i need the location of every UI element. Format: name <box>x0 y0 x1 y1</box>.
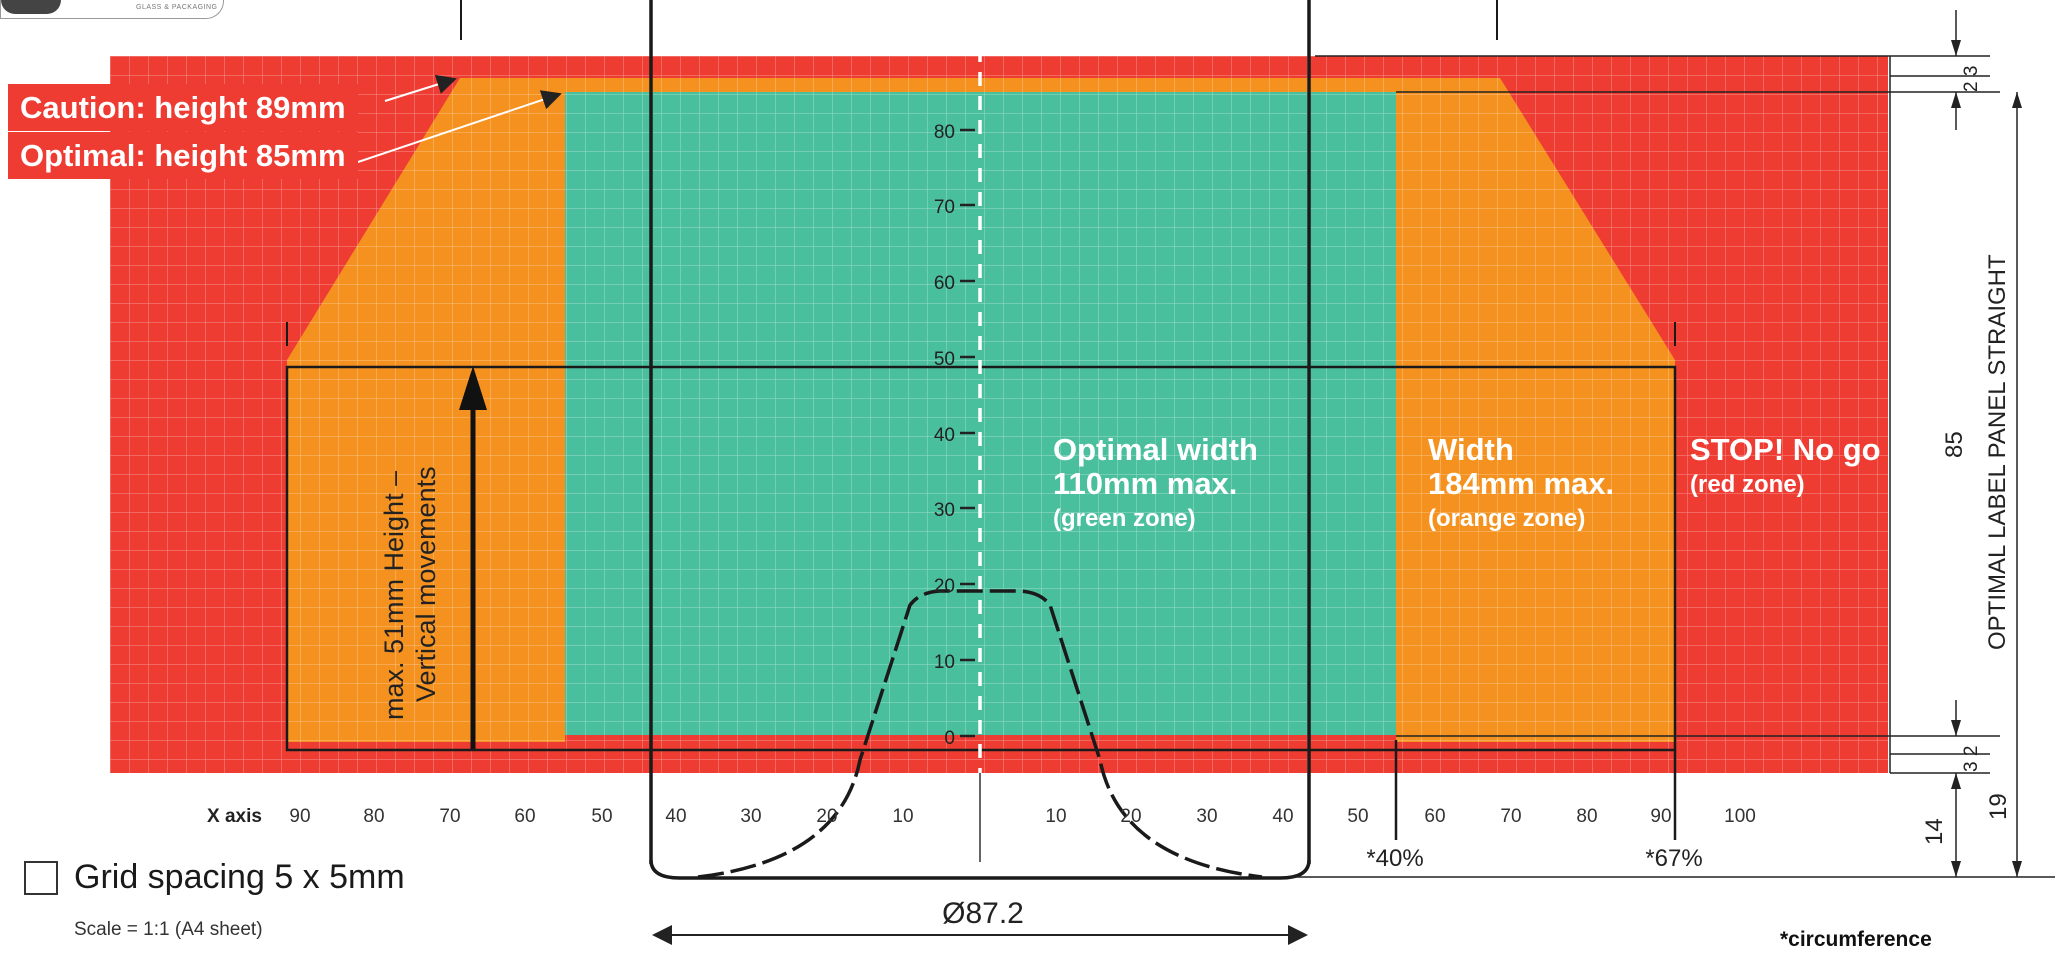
diameter-label: Ø87.2 <box>942 897 1024 930</box>
dim-arrow <box>1951 92 1961 108</box>
y-tick-label: 30 <box>934 500 955 521</box>
y-axis: 80 70 60 50 40 30 20 10 0 <box>934 122 975 749</box>
x-tick-label: 10 <box>892 806 913 827</box>
optimal-banner: Optimal: height 85mm <box>8 132 358 179</box>
bottle-profile <box>697 589 1263 879</box>
orange-zone-width: 184mm max. <box>1428 466 1614 501</box>
dim-arrow <box>2012 92 2022 108</box>
vertical-note-line1: max. 51mm Height – <box>379 471 409 720</box>
x-tick-label: 30 <box>1196 806 1217 827</box>
x-tick-label: 50 <box>1347 806 1368 827</box>
red-zone-caption: (red zone) <box>1690 471 1805 498</box>
x-tick-label: 20 <box>816 806 837 827</box>
dim-2-3: 2 3 <box>1961 66 1982 92</box>
x-tick-label: 20 <box>1120 806 1141 827</box>
dim-14: 14 <box>1921 818 1948 845</box>
x-tick-label: 60 <box>1424 806 1445 827</box>
orange-zone-caption: (orange zone) <box>1428 505 1585 532</box>
x-tick-label: 100 <box>1724 806 1756 827</box>
dim-arrow <box>1951 861 1961 877</box>
marker-40-label: *40% <box>1366 845 1423 872</box>
vertical-arrow-head <box>459 366 487 410</box>
x-tick-label: 40 <box>1272 806 1293 827</box>
panel-label: OPTIMAL LABEL PANEL STRAIGHT <box>1984 254 2011 650</box>
dim-arrow <box>1951 773 1961 789</box>
y-tick-label: 0 <box>944 728 955 749</box>
dim-arrow <box>2012 861 2022 877</box>
vertical-note: max. 51mm Height – Vertical movements <box>379 466 441 720</box>
optimal-pointer <box>357 90 562 163</box>
y-tick-label: 50 <box>934 349 955 370</box>
x-tick-label: 80 <box>1576 806 1597 827</box>
x-tick-label: 30 <box>740 806 761 827</box>
scale-caption: Scale = 1:1 (A4 sheet) <box>74 919 263 940</box>
x-tick-label: 10 <box>1045 806 1066 827</box>
caution-pointer <box>384 74 457 102</box>
x-tick-label: 80 <box>363 806 384 827</box>
marker-67-label: *67% <box>1645 845 1702 872</box>
dim-3-2: 3 2 <box>1961 746 1982 772</box>
grid-legend-label: Grid spacing 5 x 5mm <box>74 858 405 896</box>
green-zone-note: Optimal width 110mm max. (green zone) <box>1053 432 1258 532</box>
x-axis-label: X axis <box>207 806 262 827</box>
green-zone-caption: (green zone) <box>1053 505 1196 532</box>
x-axis-right: 10 20 30 40 50 60 70 80 90 100 <box>1045 806 1755 827</box>
orange-zone-note: Width 184mm max. (orange zone) <box>1428 432 1614 532</box>
x-tick-label: 50 <box>591 806 612 827</box>
y-tick-label: 10 <box>934 652 955 673</box>
x-tick-label: 70 <box>1500 806 1521 827</box>
green-zone-width: 110mm max. <box>1053 466 1237 501</box>
y-tick-label: 20 <box>934 576 955 597</box>
brand-logo: GLASS & PACKAGING <box>0 0 224 19</box>
y-tick-label: 40 <box>934 425 955 446</box>
dim-19: 19 <box>1985 793 2012 820</box>
red-zone-title: STOP! No go <box>1690 432 1881 467</box>
grid-overlay <box>110 56 1888 773</box>
y-tick-label: 70 <box>934 197 955 218</box>
vertical-note-line2: Vertical movements <box>411 466 441 702</box>
dim-arrow <box>1951 40 1961 56</box>
caution-banner: Caution: height 89mm <box>8 84 358 131</box>
circumference-footnote: *circumference <box>1780 928 1932 951</box>
x-tick-label: 90 <box>289 806 310 827</box>
x-axis-left: 90 80 70 60 50 40 30 20 10 <box>289 806 913 827</box>
red-zone-note: STOP! No go (red zone) <box>1690 432 1881 498</box>
green-zone-title: Optimal width <box>1053 432 1258 467</box>
logo-mark <box>1 0 61 14</box>
grid-legend-swatch <box>24 861 58 895</box>
logo-text: GLASS & PACKAGING <box>136 4 218 11</box>
container-base <box>649 859 1311 880</box>
y-tick-label: 80 <box>934 122 955 143</box>
x-tick-label: 40 <box>665 806 686 827</box>
x-tick-label: 60 <box>514 806 535 827</box>
dim-arrow <box>1951 720 1961 736</box>
x-tick-label: 90 <box>1650 806 1671 827</box>
orange-zone-title: Width <box>1428 432 1514 467</box>
y-tick-label: 60 <box>934 273 955 294</box>
x-tick-label: 70 <box>439 806 460 827</box>
dim-85: 85 <box>1941 431 1968 458</box>
